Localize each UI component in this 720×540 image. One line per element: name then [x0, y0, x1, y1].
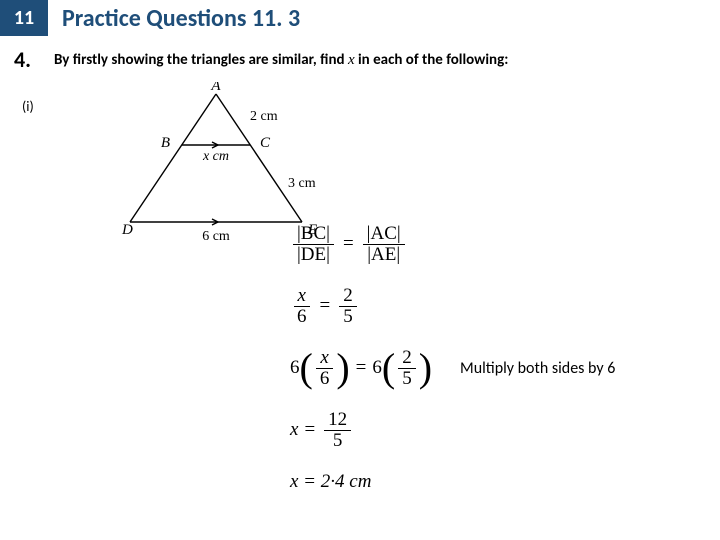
- s2-rhs-num: 2: [339, 286, 357, 307]
- s3-rnum: 2: [398, 348, 416, 369]
- s2-lhs-num: x: [294, 286, 310, 307]
- s1-rhs-den: |AE|: [363, 245, 404, 265]
- eq-4: =: [304, 419, 315, 441]
- qtext-before: By firstly showing the triangles are sim…: [54, 51, 348, 69]
- s3-lden: 6: [316, 369, 334, 389]
- s2-rhs-den: 5: [339, 307, 357, 327]
- s1-rhs-num: |AC|: [363, 224, 405, 245]
- step-1: |BC| |DE| = |AC| |AE|: [290, 220, 710, 268]
- step-5: x = 2·4 cm: [290, 468, 710, 496]
- qtext-variable: x: [348, 52, 355, 68]
- page-title: Practice Questions 11. 3: [62, 4, 300, 33]
- step-4: x = 12 5: [290, 406, 710, 454]
- label-B: B: [161, 135, 170, 151]
- question-row: 4. By firstly showing the triangles are …: [0, 46, 720, 73]
- s4-den: 5: [329, 431, 347, 451]
- qtext-after: in each of the following:: [355, 51, 509, 69]
- label-AC: 2 cm: [250, 109, 278, 124]
- eq-2: =: [320, 295, 331, 317]
- s4-num: 12: [324, 410, 351, 431]
- label-A: A: [210, 82, 221, 94]
- s3-lnum: x: [316, 348, 332, 369]
- step-2: x 6 = 2 5: [290, 282, 710, 330]
- s4-x: x: [290, 419, 298, 441]
- s2-lhs-den: 6: [293, 307, 311, 327]
- chapter-badge: 11: [0, 0, 48, 36]
- label-CE: 3 cm: [288, 176, 316, 191]
- eq-3: =: [356, 357, 367, 379]
- question-number: 4.: [14, 46, 54, 73]
- label-BC: x cm: [202, 149, 229, 164]
- label-D: D: [121, 222, 133, 238]
- s3-coef-r: 6: [372, 357, 382, 379]
- label-DE: 6 cm: [202, 229, 230, 244]
- part-label: (i): [22, 98, 34, 115]
- s1-lhs-num: |BC|: [293, 224, 334, 245]
- s1-lhs-den: |DE|: [293, 245, 334, 265]
- eq-1: =: [343, 233, 354, 255]
- step-3: 6 ( x 6 ) = 6 ( 2 5 ) Multiply both side…: [290, 344, 710, 392]
- solution-steps: |BC| |DE| = |AC| |AE| x 6 = 2 5 6 ( x 6 …: [290, 220, 710, 510]
- s5-text: x = 2·4 cm: [290, 471, 371, 493]
- step-3-annotation: Multiply both sides by 6: [460, 359, 615, 378]
- label-C: C: [260, 135, 271, 151]
- s3-coef-l: 6: [290, 357, 300, 379]
- s3-rden: 5: [398, 369, 416, 389]
- question-text: By firstly showing the triangles are sim…: [54, 51, 508, 69]
